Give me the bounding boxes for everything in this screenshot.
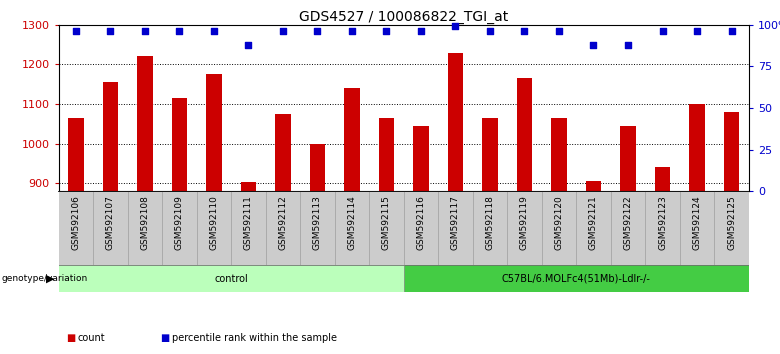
Text: GSM592120: GSM592120 bbox=[555, 195, 563, 250]
Text: control: control bbox=[215, 274, 248, 284]
Bar bbox=[310, 144, 325, 191]
Point bbox=[725, 29, 738, 34]
Text: ▶: ▶ bbox=[46, 274, 55, 284]
Bar bbox=[197, 191, 231, 266]
Point bbox=[173, 29, 186, 34]
Bar bbox=[448, 52, 463, 191]
Text: GSM592117: GSM592117 bbox=[451, 195, 460, 250]
Point bbox=[311, 29, 324, 34]
Bar bbox=[68, 118, 83, 191]
Point bbox=[691, 29, 704, 34]
Point bbox=[346, 29, 358, 34]
Bar bbox=[611, 191, 645, 266]
Bar bbox=[137, 57, 153, 191]
Point bbox=[139, 29, 151, 34]
Bar bbox=[369, 191, 404, 266]
Point bbox=[380, 29, 392, 34]
Text: GSM592116: GSM592116 bbox=[417, 195, 425, 250]
Text: GSM592109: GSM592109 bbox=[175, 195, 184, 250]
Point bbox=[484, 29, 496, 34]
Bar bbox=[300, 191, 335, 266]
Bar bbox=[231, 191, 265, 266]
Bar bbox=[551, 118, 567, 191]
Text: GSM592112: GSM592112 bbox=[278, 195, 287, 250]
Text: GSM592122: GSM592122 bbox=[623, 195, 633, 250]
Text: GSM592114: GSM592114 bbox=[347, 195, 356, 250]
Bar bbox=[102, 82, 118, 191]
Text: GSM592107: GSM592107 bbox=[106, 195, 115, 250]
Bar bbox=[58, 191, 93, 266]
Text: GSM592113: GSM592113 bbox=[313, 195, 322, 250]
Bar bbox=[275, 114, 291, 191]
Point bbox=[415, 29, 427, 34]
Text: GSM592118: GSM592118 bbox=[485, 195, 495, 250]
Bar bbox=[58, 266, 404, 292]
Text: genotype/variation: genotype/variation bbox=[2, 274, 88, 283]
Bar bbox=[404, 266, 749, 292]
Bar bbox=[516, 78, 532, 191]
Point bbox=[277, 29, 289, 34]
Text: ■: ■ bbox=[66, 333, 76, 343]
Bar bbox=[541, 191, 576, 266]
Point bbox=[69, 29, 82, 34]
Bar bbox=[482, 118, 498, 191]
Bar bbox=[93, 191, 127, 266]
Text: GSM592111: GSM592111 bbox=[244, 195, 253, 250]
Point bbox=[242, 42, 254, 47]
Bar bbox=[724, 112, 739, 191]
Bar bbox=[162, 191, 197, 266]
Text: GSM592124: GSM592124 bbox=[693, 195, 701, 250]
Text: C57BL/6.MOLFc4(51Mb)-Ldlr-/-: C57BL/6.MOLFc4(51Mb)-Ldlr-/- bbox=[502, 274, 651, 284]
Bar bbox=[335, 191, 369, 266]
Point bbox=[449, 24, 462, 29]
Bar bbox=[265, 191, 300, 266]
Point bbox=[207, 29, 220, 34]
Point bbox=[518, 29, 530, 34]
Bar bbox=[378, 118, 394, 191]
Text: GSM592115: GSM592115 bbox=[382, 195, 391, 250]
Text: GSM592121: GSM592121 bbox=[589, 195, 598, 250]
Text: count: count bbox=[78, 333, 105, 343]
Bar bbox=[507, 191, 541, 266]
Text: GSM592106: GSM592106 bbox=[71, 195, 80, 250]
Bar bbox=[645, 191, 680, 266]
Point bbox=[104, 29, 116, 34]
Text: GSM592110: GSM592110 bbox=[209, 195, 218, 250]
Bar bbox=[586, 181, 601, 191]
Text: percentile rank within the sample: percentile rank within the sample bbox=[172, 333, 337, 343]
Point bbox=[622, 42, 634, 47]
Bar bbox=[620, 126, 636, 191]
Bar bbox=[128, 191, 162, 266]
Text: GSM592119: GSM592119 bbox=[520, 195, 529, 250]
Bar bbox=[714, 191, 749, 266]
Bar bbox=[413, 126, 429, 191]
Bar bbox=[344, 88, 360, 191]
Point bbox=[656, 29, 668, 34]
Text: GSM592108: GSM592108 bbox=[140, 195, 149, 250]
Point bbox=[553, 29, 566, 34]
Text: GSM592125: GSM592125 bbox=[727, 195, 736, 250]
Bar bbox=[654, 167, 670, 191]
Bar bbox=[240, 182, 256, 191]
Bar bbox=[576, 191, 611, 266]
Point bbox=[587, 42, 600, 47]
Bar bbox=[473, 191, 507, 266]
Bar bbox=[679, 191, 714, 266]
Text: ■: ■ bbox=[160, 333, 169, 343]
Bar bbox=[438, 191, 473, 266]
Bar bbox=[690, 104, 705, 191]
Bar bbox=[172, 98, 187, 191]
Bar bbox=[206, 74, 222, 191]
Bar bbox=[404, 191, 438, 266]
Title: GDS4527 / 100086822_TGI_at: GDS4527 / 100086822_TGI_at bbox=[299, 10, 509, 24]
Text: GSM592123: GSM592123 bbox=[658, 195, 667, 250]
